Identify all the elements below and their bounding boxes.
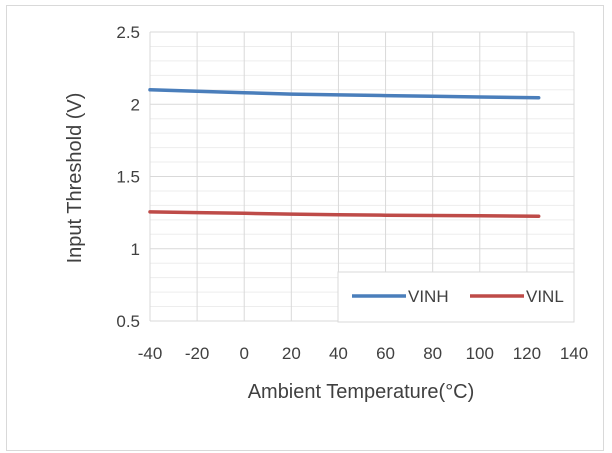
legend: VINH VINL: [337, 271, 575, 323]
y-tick-label: 1.5: [116, 168, 140, 187]
x-tick-label: 40: [329, 344, 348, 363]
x-tick-label: -20: [185, 344, 210, 363]
series-line-vinl: [148, 210, 541, 218]
x-tick-label: 100: [466, 344, 494, 363]
x-axis-title: Ambient Temperature(°C): [248, 381, 475, 403]
legend-box: [337, 271, 575, 323]
y-tick-label: 2.5: [116, 23, 140, 42]
y-tick-label: 2: [131, 95, 140, 114]
legend-label-vinl: VINL: [526, 287, 564, 306]
x-tick-label: -40: [138, 344, 163, 363]
x-tick-label: 20: [282, 344, 301, 363]
y-tick-label: 1: [131, 240, 140, 259]
series-line-vinh: [148, 88, 541, 100]
x-tick-label: 0: [239, 344, 248, 363]
chart-frame: [6, 5, 604, 451]
x-tick-label: 60: [376, 344, 395, 363]
x-tick-label: 120: [513, 344, 541, 363]
y-axis-title: Input Threshold (V): [64, 93, 86, 264]
x-tick-label: 140: [560, 344, 588, 363]
x-axis-tick-labels: -40 -20 0 20 40 60 80 100 120 140: [138, 344, 588, 363]
x-tick-label: 80: [423, 344, 442, 363]
y-tick-label: 0.5: [116, 312, 140, 331]
legend-label-vinh: VINH: [408, 287, 449, 306]
y-axis-tick-labels: 0.5 1 1.5 2 2.5: [116, 23, 140, 331]
series-layer: [148, 88, 541, 218]
